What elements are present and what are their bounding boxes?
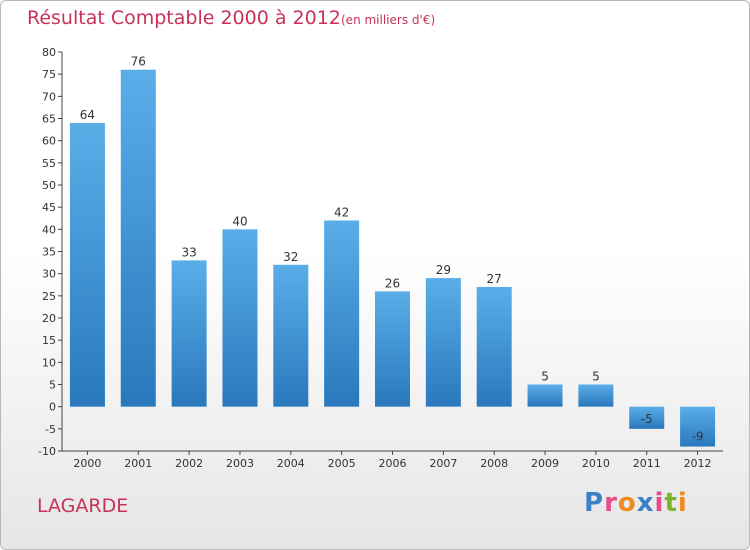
x-tick-label-2002: 2002 bbox=[175, 457, 203, 470]
x-tick-label-2010: 2010 bbox=[582, 457, 610, 470]
x-tick-label-2007: 2007 bbox=[429, 457, 457, 470]
y-tick-label: -10 bbox=[38, 445, 56, 458]
chart-subtitle: (en milliers d'€) bbox=[341, 13, 436, 27]
y-tick-label: -5 bbox=[45, 423, 56, 436]
x-tick-label-2012: 2012 bbox=[684, 457, 712, 470]
y-tick-label: 80 bbox=[42, 46, 56, 59]
data-label-2006: 26 bbox=[385, 276, 400, 290]
y-tick-label: 40 bbox=[42, 223, 56, 236]
bar-2001 bbox=[120, 69, 156, 407]
data-label-2008: 27 bbox=[487, 272, 502, 286]
logo-letter: x bbox=[636, 488, 655, 518]
x-tick-label-2000: 2000 bbox=[73, 457, 101, 470]
bar-series: 64 76 33 40 32 42 26 29 27 5 5 -5 -9 bbox=[69, 55, 716, 447]
y-tick-label: 65 bbox=[42, 113, 56, 126]
logo-letter: P bbox=[584, 488, 605, 518]
bar-2000 bbox=[69, 122, 105, 407]
commune-name: LAGARDE bbox=[37, 495, 129, 517]
y-tick-label: 45 bbox=[42, 201, 56, 214]
x-tick-label-2006: 2006 bbox=[379, 457, 407, 470]
bar-2007 bbox=[425, 278, 461, 407]
data-label-2012: -9 bbox=[692, 430, 704, 444]
y-tick-label: 5 bbox=[49, 379, 56, 392]
y-tick-label: 50 bbox=[42, 179, 56, 192]
x-tick-label-2001: 2001 bbox=[124, 457, 152, 470]
logo-letter: r bbox=[604, 488, 618, 518]
proxiti-logo[interactable]: Proxiti bbox=[584, 488, 688, 518]
logo-letter: i bbox=[677, 488, 688, 518]
y-tick-label: 25 bbox=[42, 290, 56, 303]
bar-2004 bbox=[273, 264, 309, 407]
bar-2009 bbox=[527, 384, 563, 407]
x-tick-label-2011: 2011 bbox=[633, 457, 661, 470]
y-tick-label: 0 bbox=[49, 401, 56, 414]
y-tick-label: 75 bbox=[42, 68, 56, 81]
data-label-2000: 64 bbox=[80, 108, 95, 122]
y-tick-label: 20 bbox=[42, 312, 56, 325]
y-tick-label: 10 bbox=[42, 356, 56, 369]
bar-2011 bbox=[629, 406, 665, 429]
data-label-2007: 29 bbox=[436, 263, 451, 277]
logo-letter: i bbox=[654, 488, 665, 518]
y-tick-label: 15 bbox=[42, 334, 56, 347]
data-label-2004: 32 bbox=[283, 250, 298, 264]
bar-2003 bbox=[222, 229, 258, 407]
x-tick-label-2009: 2009 bbox=[531, 457, 559, 470]
data-label-2001: 76 bbox=[131, 55, 146, 69]
y-tick-label: 30 bbox=[42, 268, 56, 281]
bar-2010 bbox=[578, 384, 614, 407]
data-label-2002: 33 bbox=[181, 245, 196, 259]
logo-letter: o bbox=[617, 488, 637, 518]
x-tick-label-2005: 2005 bbox=[328, 457, 356, 470]
bar-2002 bbox=[171, 260, 207, 407]
y-tick-label: 60 bbox=[42, 135, 56, 148]
y-tick-label: 55 bbox=[42, 157, 56, 170]
data-label-2003: 40 bbox=[232, 214, 247, 228]
x-tick-label-2003: 2003 bbox=[226, 457, 254, 470]
y-tick-label: 70 bbox=[42, 90, 56, 103]
data-label-2009: 5 bbox=[541, 370, 549, 384]
bar-2006 bbox=[375, 291, 410, 407]
bar-2012 bbox=[680, 406, 716, 447]
x-tick-label-2004: 2004 bbox=[277, 457, 305, 470]
data-label-2011: -5 bbox=[641, 412, 653, 426]
x-tick-label-2008: 2008 bbox=[480, 457, 508, 470]
y-tick-label: 35 bbox=[42, 246, 56, 259]
chart-axes: -10-505101520253035404550556065707580200… bbox=[38, 46, 723, 470]
bar-2008 bbox=[476, 286, 512, 407]
logo-letter: t bbox=[664, 488, 678, 518]
bar-2005 bbox=[324, 220, 360, 407]
chart-title: Résultat Comptable 2000 à 2012 bbox=[27, 7, 341, 29]
data-label-2010: 5 bbox=[592, 370, 600, 384]
data-label-2005: 42 bbox=[334, 205, 349, 219]
